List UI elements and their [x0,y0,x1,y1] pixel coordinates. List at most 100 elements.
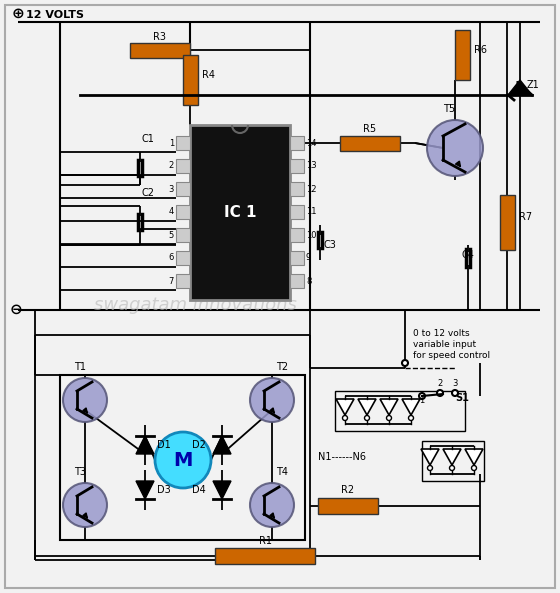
Bar [290,251,304,265]
Text: D1: D1 [157,440,171,450]
Text: 6: 6 [169,253,174,263]
Bar [335,391,465,431]
Text: T5: T5 [443,104,455,114]
Text: T1: T1 [74,362,86,372]
Bar [290,159,304,173]
Text: C1: C1 [142,134,155,144]
Text: 3: 3 [452,379,458,388]
Text: R1: R1 [259,536,272,546]
Text: R5: R5 [363,124,376,134]
Text: D4: D4 [192,485,206,495]
Text: R4: R4 [202,70,215,80]
Bar [176,228,190,242]
Text: 1: 1 [419,396,424,405]
Polygon shape [380,399,398,415]
Circle shape [386,416,391,420]
Text: variable input: variable input [413,340,476,349]
Circle shape [427,466,432,470]
Text: T3: T3 [74,467,86,477]
Text: M: M [173,451,193,470]
Text: 2: 2 [169,161,174,171]
Text: D3: D3 [157,485,171,495]
Bar [422,441,484,481]
Text: for speed control: for speed control [413,351,490,360]
Text: 11: 11 [306,208,316,216]
Bar [176,274,190,288]
Polygon shape [358,399,376,415]
Text: D2: D2 [192,440,206,450]
Polygon shape [136,481,154,499]
Circle shape [250,483,294,527]
Text: 13: 13 [306,161,316,171]
Polygon shape [136,436,154,454]
Text: 8: 8 [306,276,311,285]
Text: ⊕: ⊕ [12,6,25,21]
Text: 3: 3 [169,184,174,193]
Bar [215,548,315,564]
Text: 14: 14 [306,139,316,148]
Circle shape [408,416,413,420]
Text: R7: R7 [519,212,532,222]
Polygon shape [213,481,231,499]
Text: 9: 9 [306,253,311,263]
Bar [290,205,304,219]
Circle shape [472,466,477,470]
Circle shape [63,378,107,422]
Text: 12: 12 [306,184,316,193]
Bar [176,136,190,150]
Text: IC 1: IC 1 [224,205,256,220]
Bar [60,375,305,540]
Text: C2: C2 [142,188,155,198]
Text: N1------N6: N1------N6 [318,452,366,462]
Bar [130,43,190,58]
Polygon shape [443,449,461,465]
Text: T4: T4 [276,467,288,477]
Circle shape [402,360,408,366]
Text: 5: 5 [169,231,174,240]
Text: Z1: Z1 [527,80,540,90]
Bar [318,498,378,514]
Circle shape [343,416,348,420]
Text: ⊖: ⊖ [10,302,23,317]
Bar [176,205,190,219]
Polygon shape [402,399,420,415]
Text: C3: C3 [324,240,337,250]
Bar [176,159,190,173]
Text: S1: S1 [455,393,469,403]
Text: 0 to 12 volts: 0 to 12 volts [413,329,470,338]
Bar [455,30,470,80]
Text: 10: 10 [306,231,316,240]
Text: swagatam innovations: swagatam innovations [94,296,296,314]
Circle shape [450,466,455,470]
Polygon shape [508,80,532,95]
Circle shape [419,393,425,399]
Bar [190,125,290,300]
Bar [176,251,190,265]
Circle shape [427,120,483,176]
Polygon shape [421,449,439,465]
Text: R2: R2 [342,485,354,495]
Circle shape [250,378,294,422]
Text: R3: R3 [153,32,166,42]
Bar [290,136,304,150]
Text: R6: R6 [474,45,487,55]
Bar [290,274,304,288]
Bar [340,136,400,151]
Text: 1: 1 [169,139,174,148]
Circle shape [155,432,211,488]
Circle shape [437,390,443,396]
Text: 4: 4 [169,208,174,216]
Text: T2: T2 [276,362,288,372]
Bar [183,55,198,105]
Bar [290,228,304,242]
Polygon shape [213,436,231,454]
Circle shape [365,416,370,420]
Text: C4: C4 [461,250,474,260]
Bar [290,182,304,196]
Text: 12 VOLTS: 12 VOLTS [26,10,84,20]
Polygon shape [465,449,483,465]
Text: 7: 7 [169,276,174,285]
Circle shape [63,483,107,527]
Bar [176,182,190,196]
Text: 2: 2 [437,379,442,388]
